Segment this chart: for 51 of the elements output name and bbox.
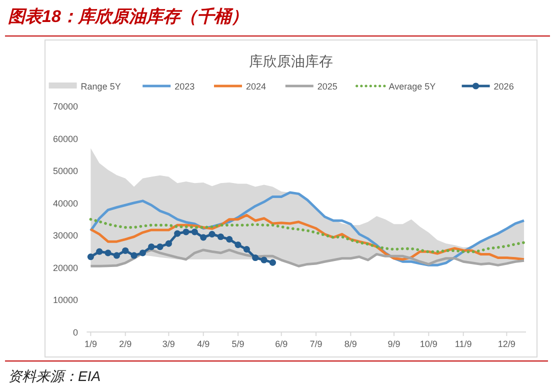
y-tick-label: 70000 [52, 102, 78, 112]
x-tick-label: 11/9 [454, 339, 472, 349]
x-tick-label: 10/9 [420, 339, 438, 349]
y-tick-label: 50000 [52, 166, 78, 176]
point [252, 254, 259, 262]
point [113, 252, 120, 259]
y-tick-label: 10000 [52, 295, 78, 306]
point [182, 228, 190, 236]
point [260, 256, 268, 264]
title: 图表18：库欣原油库存（千桶） [8, 7, 248, 26]
x-tick-label: 12/9 [498, 339, 516, 349]
point [217, 233, 224, 240]
y-tick-label: 40000 [52, 198, 78, 208]
point [156, 243, 164, 250]
subtitle: 库欣原油库存 [249, 53, 333, 69]
y-tick-label: 20000 [52, 262, 78, 273]
x-tick-label: 6/9 [275, 339, 288, 349]
y-tick-label: 30000 [52, 230, 78, 241]
x-tick-label: 4/9 [197, 339, 210, 349]
legend-label: 2023 [174, 82, 195, 92]
legend-label: 2025 [317, 82, 338, 92]
point [122, 247, 129, 254]
point [226, 236, 233, 243]
point [174, 230, 181, 237]
x-tick-label: 3/9 [162, 339, 175, 349]
point [139, 250, 146, 256]
legend-label: 2026 [494, 82, 514, 92]
legend-label: Range 5Y [80, 82, 121, 92]
point [148, 243, 155, 250]
y-tick-label: 60000 [52, 134, 78, 144]
x-tick-label: 8/9 [344, 339, 357, 349]
x-tick-label: 2/9 [119, 339, 132, 349]
point [130, 252, 138, 259]
x-tick-label: 5/9 [232, 339, 244, 349]
point [87, 253, 94, 260]
point [269, 259, 276, 266]
legend-label: Average 5Y [388, 82, 436, 92]
point [191, 228, 198, 236]
point [234, 242, 242, 248]
text: 资料来源：EIA [8, 368, 101, 384]
x-tick-label: 9/9 [388, 339, 400, 349]
x-tick-label: 1/9 [84, 339, 97, 349]
y-tick-label: 0 [72, 328, 78, 338]
point [208, 230, 216, 238]
point [243, 246, 250, 253]
point [104, 250, 112, 256]
point [96, 248, 103, 255]
legend-label: 2024 [246, 82, 266, 92]
point [200, 234, 207, 241]
x-tick-label: 7/9 [310, 339, 322, 349]
point [165, 240, 172, 247]
